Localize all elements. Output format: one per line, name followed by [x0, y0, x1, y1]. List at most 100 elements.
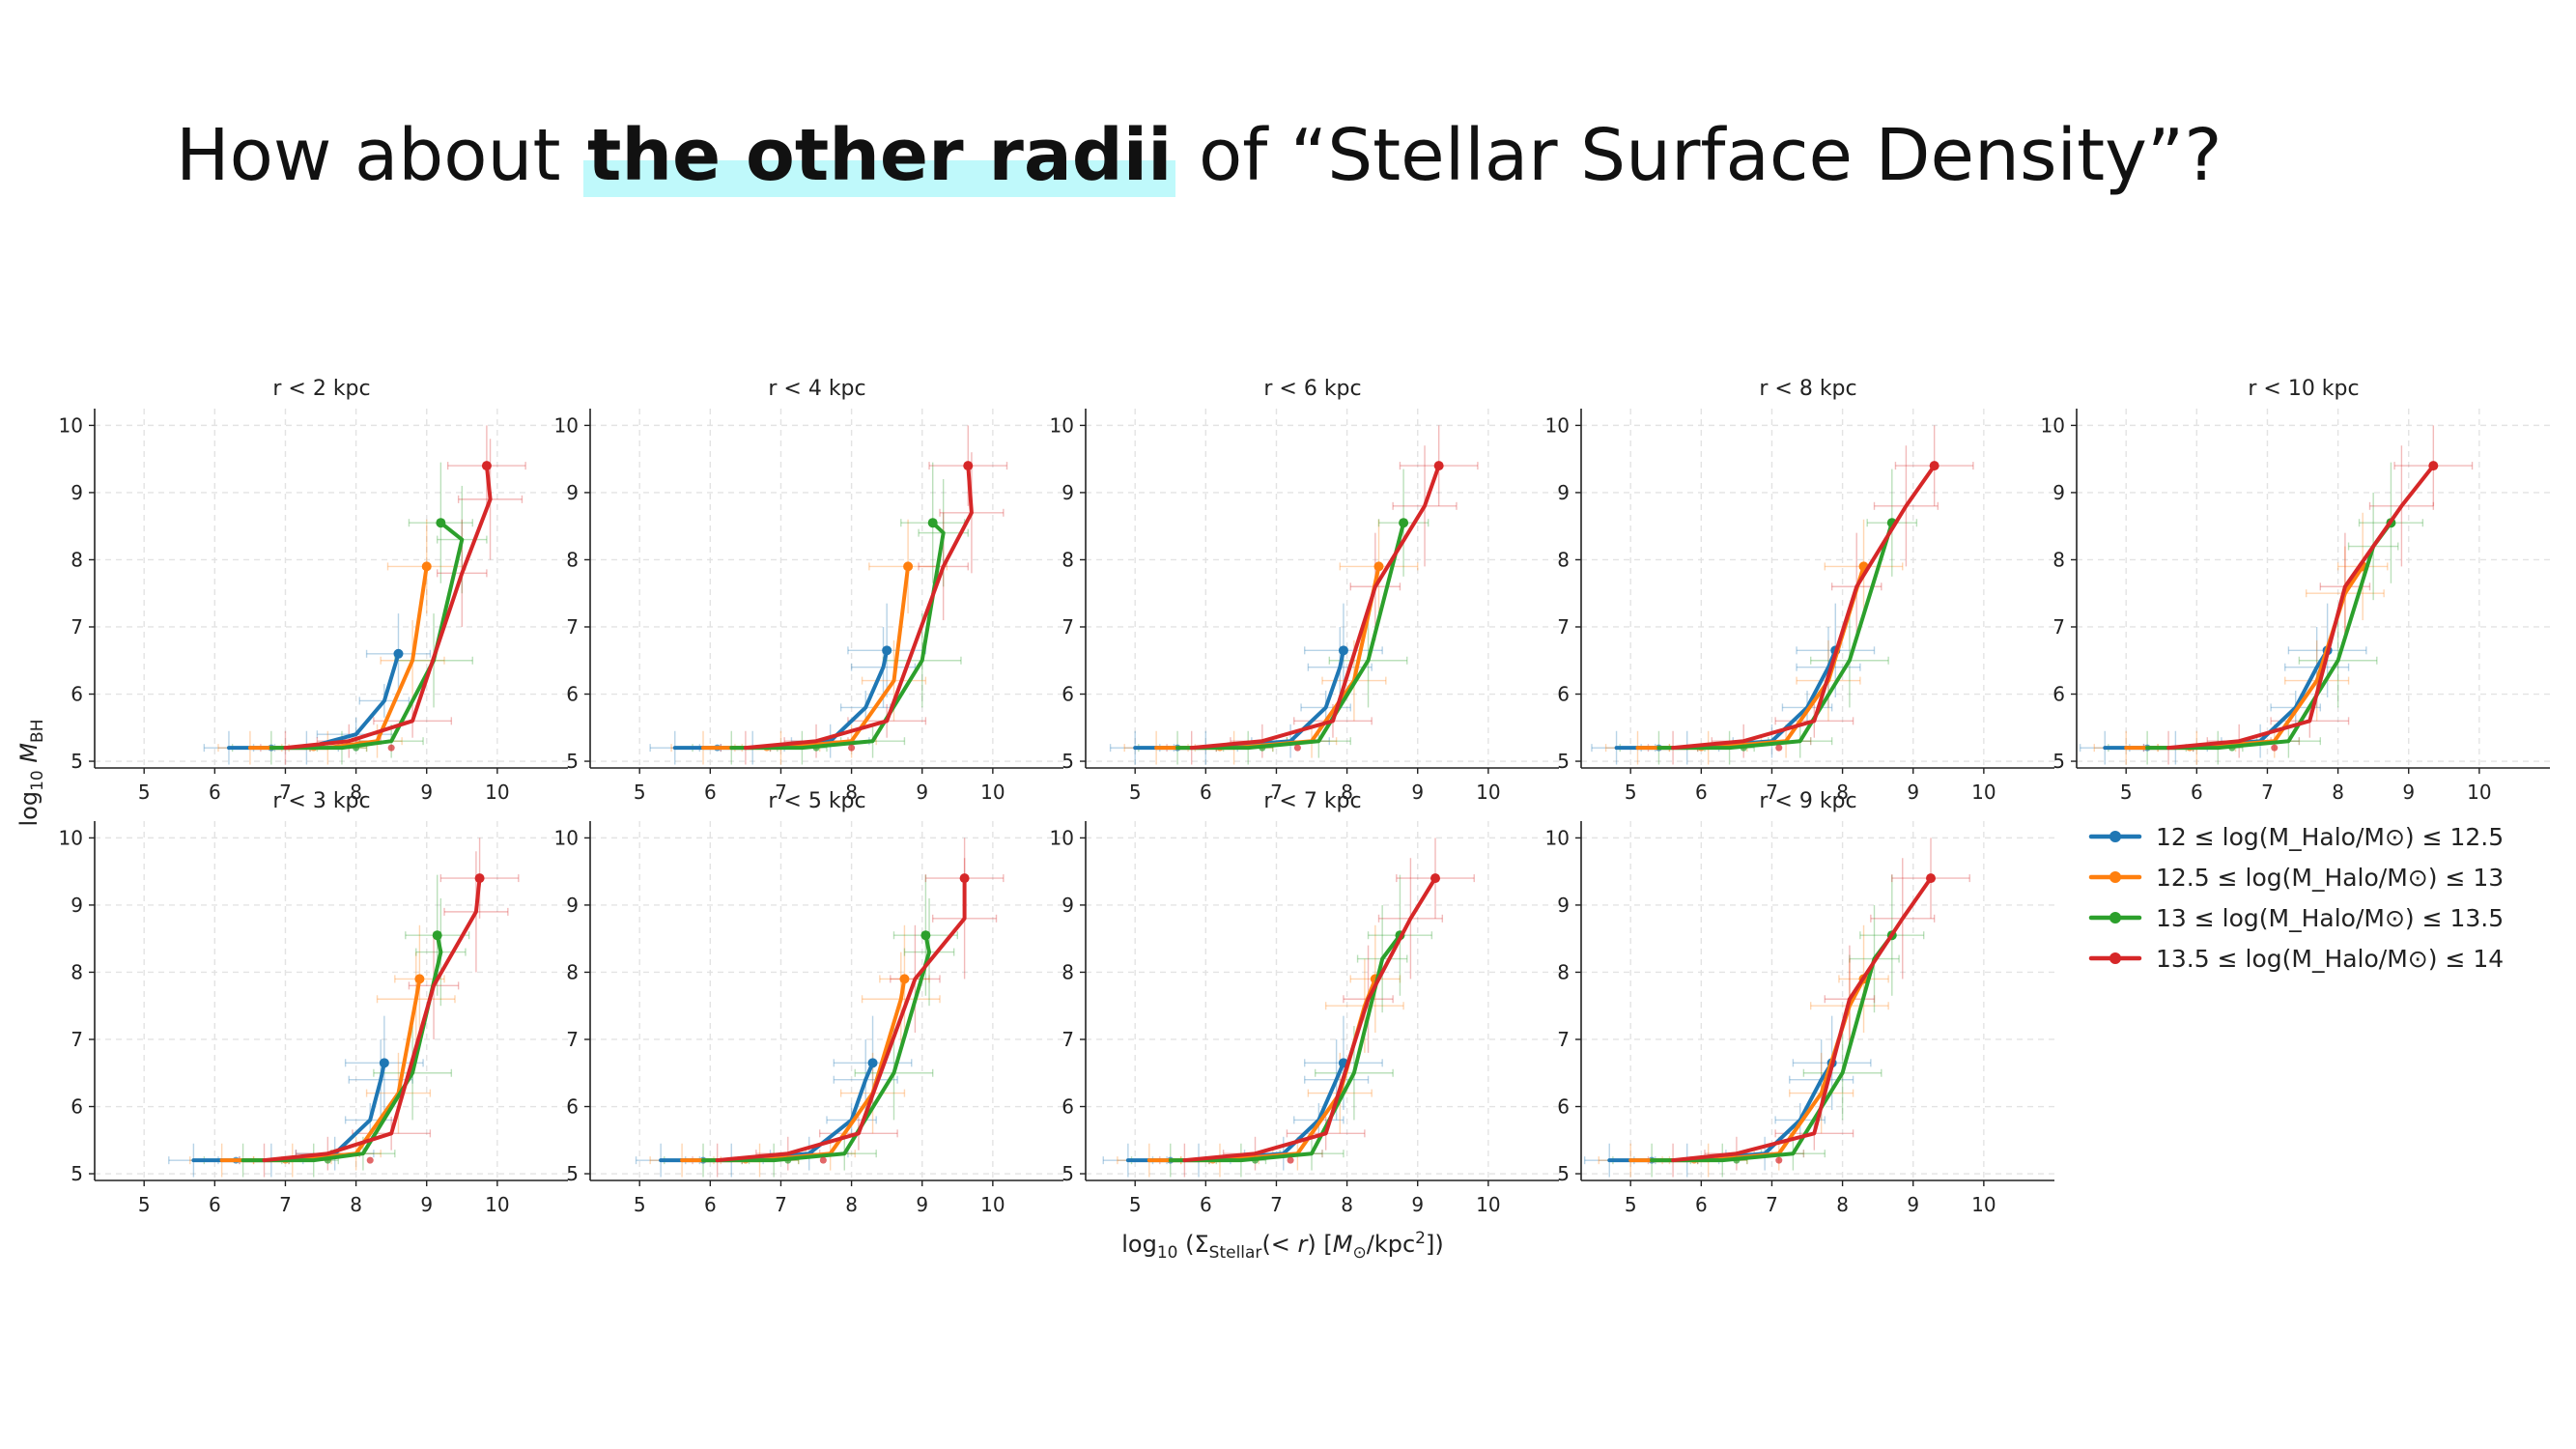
y-tick-label: 7 [71, 1028, 83, 1051]
y-tick-label: 9 [1062, 894, 1074, 917]
y-tick-label: 9 [2052, 481, 2065, 504]
series-end-point [1433, 461, 1444, 471]
y-tick-label: 5 [566, 750, 579, 773]
y-tick-label: 7 [1062, 1028, 1074, 1051]
panel-r-4-kpc: 5 6 7 8 9 10 5 6 7 8 9 10 r < 4 kpc [554, 377, 1063, 804]
series-line [1671, 876, 1933, 1163]
panel-title: r < 7 kpc [1263, 789, 1361, 813]
x-tick-label: 5 [138, 1193, 151, 1216]
series-line [701, 933, 931, 1163]
y-axis-label: log10 MBH [15, 719, 47, 826]
panel-title: r < 4 kpc [768, 377, 865, 401]
series-end-point [481, 461, 492, 471]
series-end-point [867, 1058, 878, 1068]
x-tick-label: 8 [350, 1193, 362, 1216]
x-tick-label: 5 [138, 781, 151, 804]
series-end-point [963, 461, 974, 471]
y-tick-label: 10 [1050, 413, 1074, 437]
series-start-point [784, 1156, 792, 1164]
y-tick-label: 6 [1062, 1095, 1074, 1119]
x-tick-label: 7 [2261, 781, 2274, 804]
x-tick-label: 8 [1341, 1193, 1353, 1216]
x-tick-label: 5 [1129, 781, 1142, 804]
x-tick-label: 8 [845, 1193, 858, 1216]
series-line [659, 1061, 875, 1163]
y-tick-label: 8 [566, 548, 579, 571]
series-line [1168, 933, 1402, 1163]
x-tick-label: 5 [2120, 781, 2133, 804]
y-tick-label: 6 [566, 1095, 579, 1119]
y-tick-label: 10 [554, 413, 579, 437]
title-suffix: of “Stellar Surface Density”? [1175, 114, 2222, 197]
series-start-point [1259, 744, 1266, 752]
series-start-point [1293, 744, 1301, 752]
x-tick-label: 6 [704, 1193, 717, 1216]
x-tick-label: 9 [1411, 781, 1424, 804]
series-start-point [1775, 744, 1783, 752]
series-end-point [379, 1058, 389, 1068]
y-tick-label: 10 [2041, 413, 2065, 437]
series-line [1182, 876, 1437, 1163]
x-tick-label: 5 [634, 1193, 646, 1216]
series-line [1671, 464, 1937, 751]
x-tick-label: 8 [1836, 1193, 1849, 1216]
x-tick-label: 6 [1695, 781, 1708, 804]
x-tick-label: 6 [704, 781, 717, 804]
y-tick-label: 5 [1062, 750, 1074, 773]
x-tick-label: 10 [2467, 781, 2491, 804]
legend-swatch-marker [2109, 912, 2121, 923]
y-tick-label: 9 [1557, 481, 1570, 504]
y-tick-label: 7 [1062, 615, 1074, 639]
y-tick-label: 9 [1062, 481, 1074, 504]
series-start-point [819, 1156, 827, 1164]
x-tick-label: 5 [1625, 781, 1637, 804]
x-tick-label: 9 [916, 781, 928, 804]
y-tick-label: 10 [1050, 826, 1074, 849]
y-tick-label: 10 [59, 413, 83, 437]
y-tick-label: 7 [1557, 1028, 1570, 1051]
series-end-point [474, 873, 485, 884]
y-tick-label: 6 [1557, 683, 1570, 706]
y-tick-label: 7 [1557, 615, 1570, 639]
x-tick-label: 8 [845, 781, 858, 804]
y-tick-label: 8 [2052, 548, 2065, 571]
y-tick-label: 7 [71, 615, 83, 639]
panel-r-8-kpc: 5 6 7 8 9 10 5 6 7 8 9 10 r < 8 kpc [1545, 377, 2054, 804]
x-axis-label: log10 (ΣStellar(< r) [M⊙/kpc2]) [1121, 1229, 1443, 1263]
y-tick-label: 5 [1557, 1162, 1570, 1185]
x-tick-label: 6 [2191, 781, 2203, 804]
y-tick-label: 9 [1557, 894, 1570, 917]
series-end-point [421, 561, 432, 572]
y-tick-label: 5 [2052, 750, 2065, 773]
series-line [283, 464, 493, 751]
series-end-point [899, 974, 910, 984]
series-end-point [1430, 873, 1441, 884]
series-end-point [436, 518, 446, 528]
series-end-point [393, 648, 404, 659]
x-tick-label: 9 [2402, 781, 2415, 804]
series-line [269, 521, 465, 751]
x-tick-label: 8 [350, 781, 362, 804]
y-tick-label: 5 [1557, 750, 1570, 773]
series-line [715, 876, 967, 1163]
series-end-point [920, 930, 931, 941]
x-tick-label: 7 [279, 1193, 292, 1216]
y-tick-label: 8 [71, 960, 83, 983]
x-tick-label: 7 [1766, 1193, 1778, 1216]
panel-r-9-kpc: 5 6 7 8 9 10 5 6 7 8 9 10 r < 9 kpc [1545, 789, 2054, 1216]
x-tick-label: 7 [775, 781, 787, 804]
x-tick-label: 9 [420, 781, 433, 804]
panel-r-5-kpc: 5 6 7 8 9 10 5 6 7 8 9 10 r < 5 kpc [554, 789, 1063, 1216]
x-tick-label: 7 [279, 781, 292, 804]
series-start-point [1252, 1156, 1260, 1164]
x-tick-label: 5 [634, 781, 646, 804]
title-prefix: How about [176, 114, 583, 197]
legend-swatch-marker [2109, 871, 2121, 883]
x-tick-label: 9 [1411, 1193, 1424, 1216]
series-start-point [387, 744, 395, 752]
x-tick-label: 5 [1625, 1193, 1637, 1216]
x-tick-label: 6 [209, 781, 221, 804]
x-tick-label: 6 [1200, 1193, 1212, 1216]
panel-title: r < 8 kpc [1759, 377, 1856, 401]
